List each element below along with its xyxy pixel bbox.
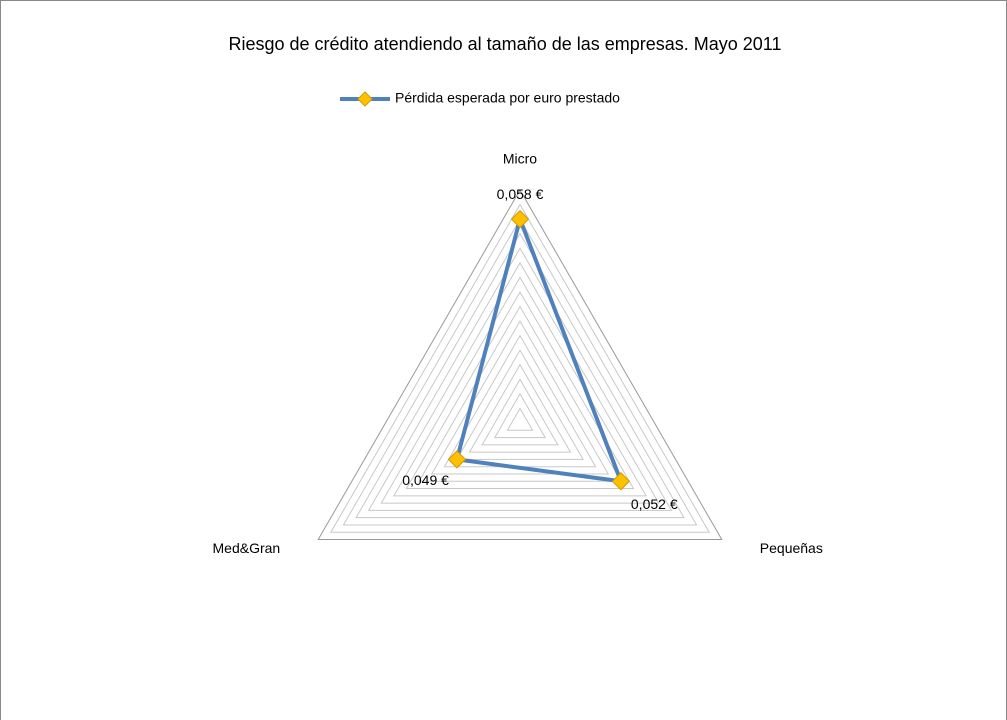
series-line <box>454 217 623 484</box>
value-label: 0,058 € <box>497 186 544 202</box>
data-marker <box>611 472 631 491</box>
legend-marker <box>357 91 373 107</box>
grid-line <box>329 203 711 533</box>
grid-line <box>380 261 660 504</box>
grid-line <box>405 290 635 490</box>
data-marker <box>510 209 530 229</box>
grid-line <box>418 305 622 482</box>
value-label: 0,052 € <box>631 496 678 512</box>
grid-line <box>430 320 610 475</box>
value-label: 0,049 € <box>402 472 449 488</box>
category-label: Pequeñas <box>760 540 823 556</box>
data-marker <box>447 450 467 469</box>
grid-line <box>317 189 723 540</box>
chart-title: Riesgo de crédito atendiendo al tamaño d… <box>228 34 781 54</box>
grid-line <box>481 378 559 446</box>
grid-line <box>367 247 673 511</box>
grid-line <box>456 349 584 460</box>
legend-label: Pérdida esperada por euro prestado <box>395 90 620 106</box>
category-label: Med&Gran <box>213 540 281 556</box>
grid-line <box>493 392 547 439</box>
grid-line <box>342 218 698 526</box>
grid-line <box>355 232 685 519</box>
grid-line <box>468 363 572 453</box>
grid-line <box>506 407 534 431</box>
category-label: Micro <box>503 151 537 167</box>
